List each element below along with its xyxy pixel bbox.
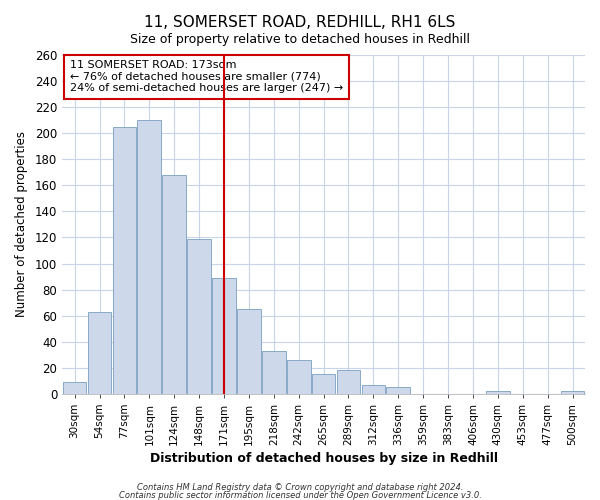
Bar	[337, 370, 361, 394]
Bar	[163, 175, 186, 394]
Y-axis label: Number of detached properties: Number of detached properties	[15, 132, 28, 318]
Text: Size of property relative to detached houses in Redhill: Size of property relative to detached ho…	[130, 32, 470, 46]
Bar	[312, 374, 335, 394]
Bar	[362, 385, 385, 394]
Text: 11 SOMERSET ROAD: 173sqm
← 76% of detached houses are smaller (774)
24% of semi-: 11 SOMERSET ROAD: 173sqm ← 76% of detach…	[70, 60, 343, 94]
X-axis label: Distribution of detached houses by size in Redhill: Distribution of detached houses by size …	[149, 452, 497, 465]
Bar	[561, 392, 584, 394]
Bar	[386, 388, 410, 394]
Bar	[137, 120, 161, 394]
Bar	[237, 309, 261, 394]
Text: Contains public sector information licensed under the Open Government Licence v3: Contains public sector information licen…	[119, 491, 481, 500]
Text: 11, SOMERSET ROAD, REDHILL, RH1 6LS: 11, SOMERSET ROAD, REDHILL, RH1 6LS	[145, 15, 455, 30]
Bar	[262, 351, 286, 394]
Bar	[287, 360, 311, 394]
Bar	[63, 382, 86, 394]
Bar	[88, 312, 112, 394]
Bar	[486, 392, 509, 394]
Bar	[187, 239, 211, 394]
Bar	[113, 126, 136, 394]
Bar	[212, 278, 236, 394]
Text: Contains HM Land Registry data © Crown copyright and database right 2024.: Contains HM Land Registry data © Crown c…	[137, 484, 463, 492]
